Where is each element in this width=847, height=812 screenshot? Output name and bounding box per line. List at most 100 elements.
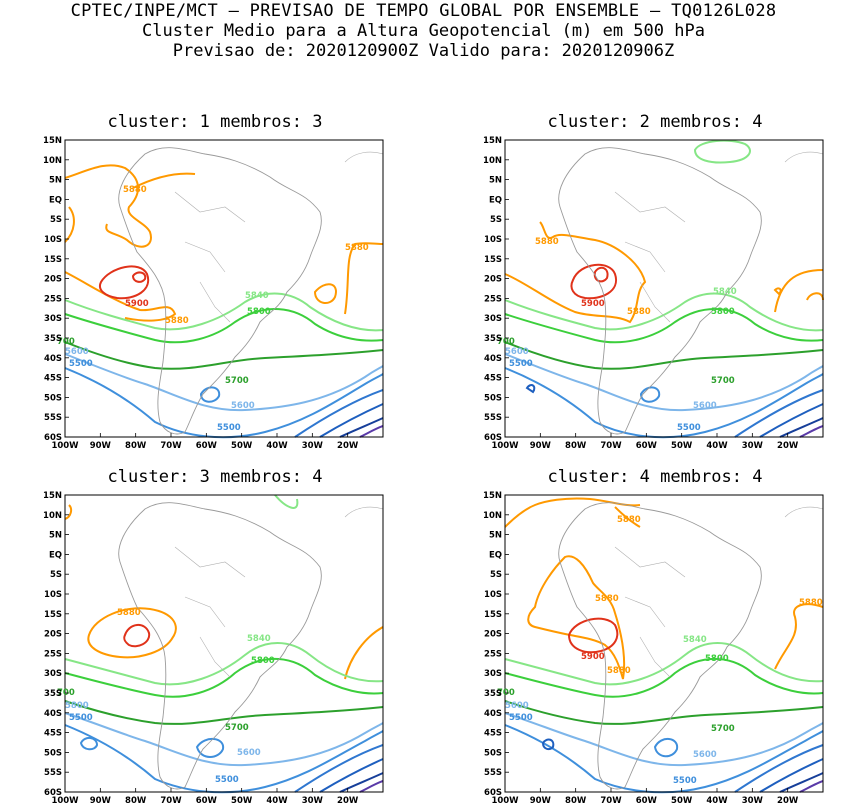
lon-tick-label: 80W: [125, 441, 147, 451]
contour-5880: [527, 555, 626, 680]
panel-title: cluster: 3 membros: 4: [107, 467, 323, 487]
lat-tick-label: 40S: [44, 709, 62, 719]
lat-tick-label: 45S: [44, 729, 62, 739]
lon-tick-label: 40W: [266, 441, 288, 451]
contour-5840: [64, 642, 384, 686]
lat-tick-label: 25S: [44, 649, 62, 659]
lat-tick-label: 25S: [484, 649, 502, 659]
contour-5500: [653, 738, 679, 758]
contour-label-5600: 5600: [505, 347, 529, 357]
lon-tick-label: 100W: [491, 796, 519, 806]
map-frame: [504, 494, 824, 793]
coastline: [614, 151, 824, 323]
lat-tick-label: 10S: [44, 590, 62, 600]
lat-tick-label: 5S: [490, 570, 502, 580]
contour-5500: [64, 724, 384, 794]
map-panel-cluster-2: cluster: 2 membros: 4 5880 5880: [465, 112, 845, 457]
lat-tick-label: 15N: [43, 136, 62, 146]
contour-5880: [64, 164, 152, 248]
contour-5880: [806, 292, 824, 301]
contour-label-5880: 5880: [627, 307, 651, 317]
lat-tick-label: 55S: [484, 413, 502, 423]
lat-tick-label: 45S: [484, 374, 502, 384]
lon-tick-label: 90W: [90, 441, 112, 451]
lon-tick-label: 60W: [196, 796, 218, 806]
contour-5600: [64, 712, 384, 767]
contour-label-5800: 5800: [251, 656, 275, 666]
lon-axis: 100W 90W 80W 70W 60W 50W 40W 30W 20W: [51, 433, 359, 451]
contour-5500: [525, 384, 536, 394]
lat-tick-label: 15S: [484, 255, 502, 265]
contour-5900: [567, 617, 619, 654]
contour-label-5880: 5880: [345, 243, 369, 253]
coastline: [174, 151, 384, 323]
contour-label-5500: 5500: [69, 359, 93, 369]
contour-5700: [504, 341, 824, 370]
lon-tick-label: 60W: [196, 441, 218, 451]
lon-tick-label: 30W: [302, 796, 324, 806]
contour-label-5600: 5600: [65, 347, 89, 357]
lat-tick-label: 10N: [483, 511, 502, 521]
contour-5300: [759, 758, 824, 793]
contour-label-5700: 700: [497, 337, 515, 347]
lon-tick-label: 70W: [160, 796, 182, 806]
lat-tick-label: EQ: [49, 550, 62, 560]
contour-5800: [504, 658, 824, 698]
contour-5100: [359, 780, 384, 793]
lat-axis: 15N 10N 5N EQ 5S 10S 15S 20S 25S 30S 35S 40S 45S 50S 5…: [43, 491, 69, 798]
map-plot: 5880 5880 5900 5840 5800 700 5700 5600 5…: [483, 136, 824, 451]
contour-label-5500: 5500: [673, 776, 697, 786]
contour-5200: [779, 772, 824, 793]
lat-tick-label: EQ: [49, 195, 62, 205]
lat-tick-label: 40S: [44, 354, 62, 364]
contour-5200: [339, 417, 384, 438]
map-frame: [64, 494, 384, 793]
lat-tick-label: 25S: [44, 294, 62, 304]
contour-label-5840: 5840: [683, 635, 707, 645]
contour-label-5900: 5900: [125, 299, 149, 309]
contour-5900: [123, 624, 151, 648]
contour-label-5600: 5600: [231, 401, 255, 411]
contour-5700: [64, 700, 384, 725]
contour-5800: [64, 308, 384, 344]
map-panel-cluster-3: cluster: 3 membros: 4 5880 5840 5800 700: [25, 467, 405, 812]
contour-5880: [504, 221, 647, 324]
contour-5880: [773, 287, 782, 296]
contour-label-5500: 5500: [509, 359, 533, 369]
lat-tick-label: 30S: [484, 314, 502, 324]
lat-tick-label: 10N: [43, 511, 62, 521]
contour-5900: [99, 265, 150, 300]
lat-tick-label: 15N: [483, 491, 502, 501]
header-title: CPTEC/INPE/MCT – PREVISAO DE TEMPO GLOBA…: [70, 1, 777, 21]
contour-label-5500: 5500: [509, 713, 533, 723]
lat-tick-label: 50S: [484, 393, 502, 403]
contour-label-5880: 5880: [617, 515, 641, 525]
lon-tick-label: 40W: [266, 796, 288, 806]
contour-5200: [779, 417, 824, 438]
lon-tick-label: 70W: [600, 796, 622, 806]
lat-tick-label: 20S: [484, 630, 502, 640]
lat-tick-label: 50S: [484, 748, 502, 758]
contour-label-5880: 5880: [799, 598, 823, 608]
lon-axis: 100W 90W 80W 70W 60W 50W 40W 30W 20W: [51, 788, 359, 806]
lat-tick-label: 35S: [44, 689, 62, 699]
lat-tick-label: 30S: [484, 669, 502, 679]
lat-tick-label: 35S: [44, 334, 62, 344]
lat-tick-label: 5S: [490, 215, 502, 225]
contour-5300: [319, 403, 384, 438]
lat-tick-label: 55S: [44, 413, 62, 423]
coastline: [118, 147, 322, 435]
coastline: [174, 506, 384, 678]
lat-tick-label: 10S: [44, 235, 62, 245]
map-panel-cluster-4: cluster: 4 membros: 4 5880 5880 5880 588…: [465, 467, 845, 812]
coastline: [614, 506, 824, 678]
contour-label-5700: 5700: [711, 376, 735, 386]
contour-5100: [799, 780, 824, 793]
lat-tick-label: 15S: [484, 610, 502, 620]
contour-5600: [64, 353, 384, 412]
contour-5840: [693, 139, 751, 164]
contour-5840: [504, 292, 824, 332]
contour-label-5700: 5700: [225, 376, 249, 386]
contour-label-5700: 700: [57, 337, 75, 347]
panel-title: cluster: 1 membros: 3: [107, 112, 323, 132]
